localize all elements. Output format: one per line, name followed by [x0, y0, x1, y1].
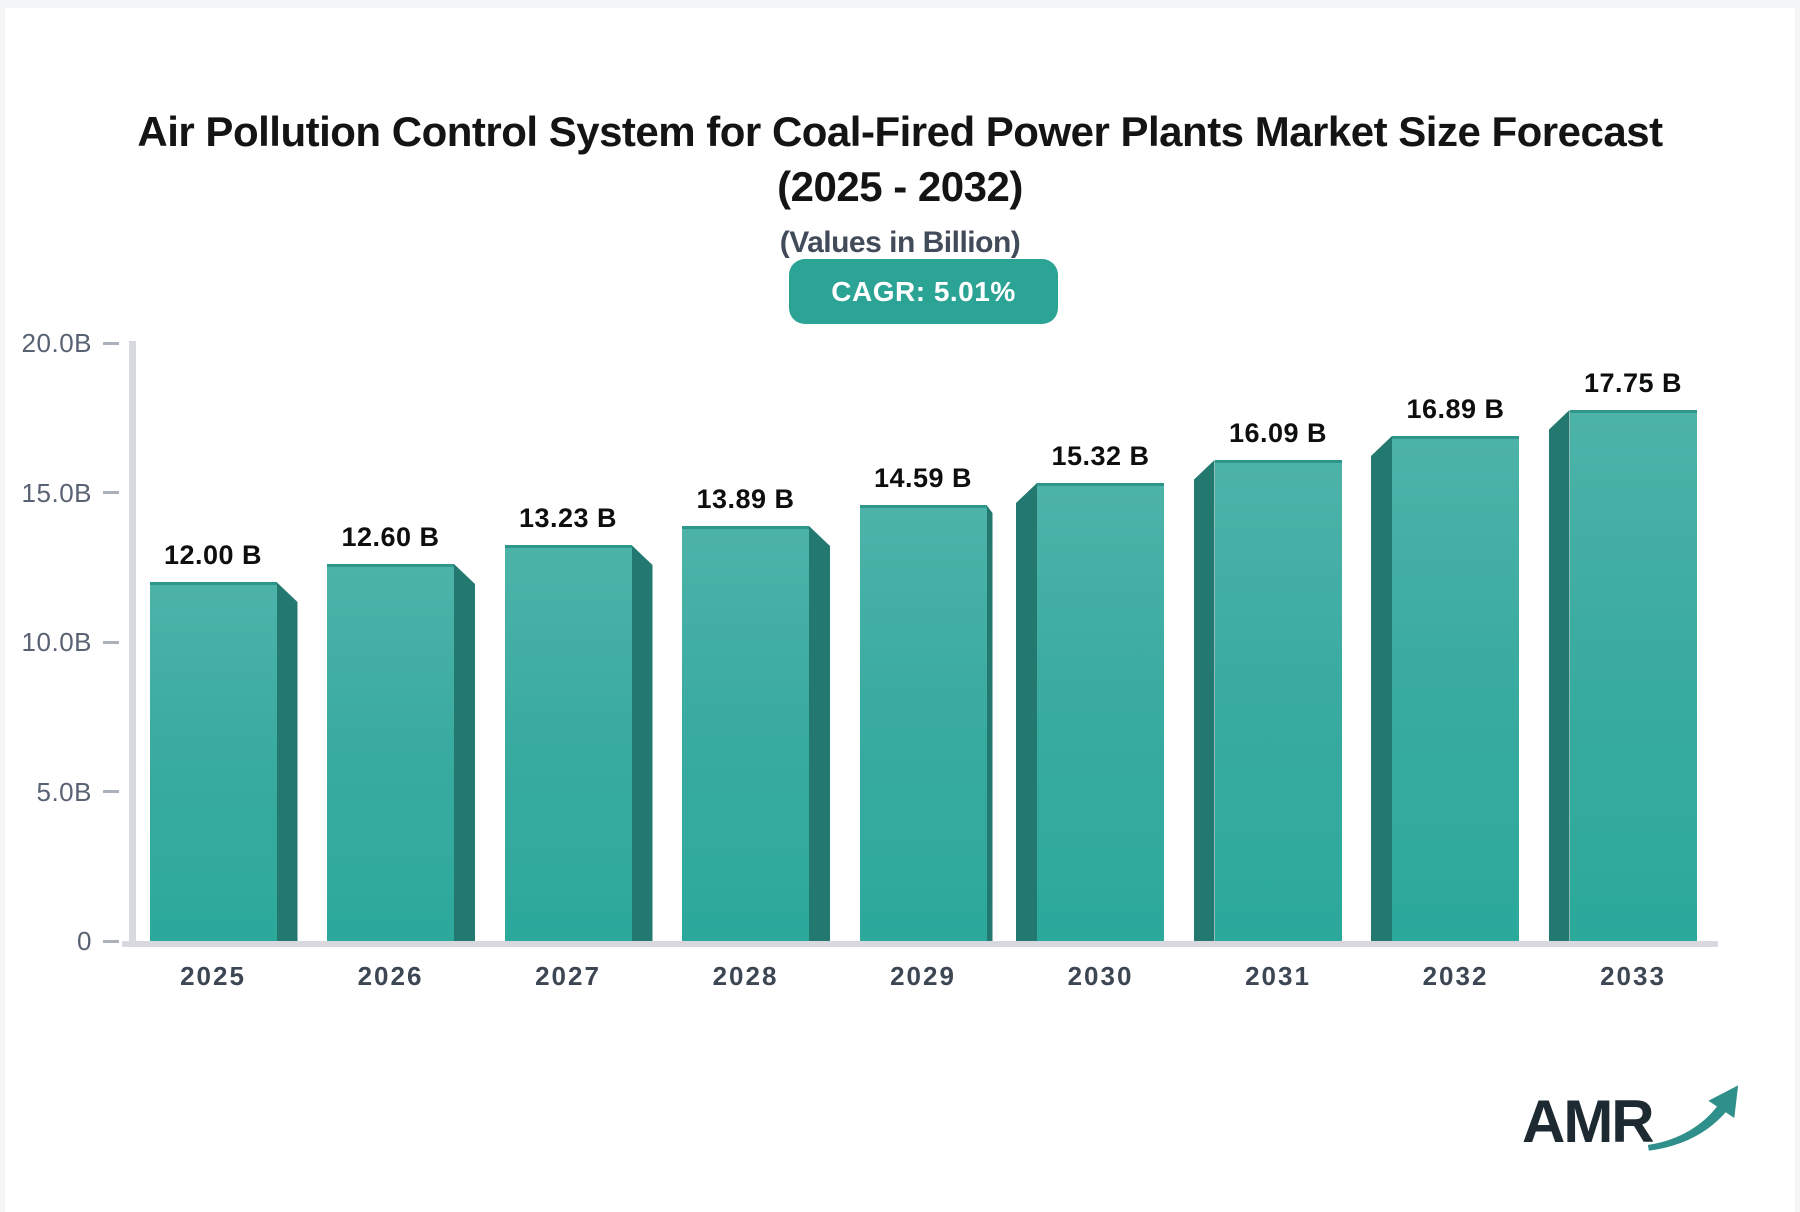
bar-side-2030: [1016, 483, 1037, 945]
bar-side-2027: [631, 545, 653, 945]
amr-logo-text: AMR: [1522, 1087, 1655, 1155]
y-tick-mark: [103, 790, 119, 793]
x-axis-label-2031: 2031: [1245, 961, 1311, 991]
bar-2029[interactable]: [859, 505, 987, 945]
bar-2026[interactable]: [327, 564, 454, 945]
bar-value-label-2025: 12.00 B: [163, 540, 263, 570]
x-axis-label-2029: 2029: [890, 961, 956, 991]
bar-2030[interactable]: [1037, 483, 1164, 945]
x-axis-label-2026: 2026: [357, 961, 424, 991]
bar-value-label-2031: 16.09 B: [1228, 418, 1328, 448]
y-tick-mark: [103, 491, 119, 494]
y-tick-label-20.0B: 20.0B: [21, 328, 92, 358]
bar-2027[interactable]: [504, 545, 632, 945]
bar-side-2029: [986, 505, 993, 945]
bar-value-label-2032: 16.89 B: [1406, 394, 1505, 424]
bar-side-2028: [809, 526, 830, 945]
growth-arrow-icon: [1647, 1085, 1738, 1151]
y-tick-label-10.0B: 10.0B: [21, 627, 92, 657]
bar-side-2033: [1548, 410, 1570, 945]
x-axis-label-2027: 2027: [535, 961, 601, 991]
y-tick-label-0: 0: [77, 926, 92, 956]
y-tick-label-5.0B: 5.0B: [36, 776, 92, 807]
bar-value-label-2033: 17.75 B: [1583, 368, 1683, 398]
bar-side-2026: [454, 564, 475, 945]
title-line-1: Air Pollution Control System for Coal-Fi…: [137, 108, 1663, 155]
y-axis-line: [129, 341, 136, 947]
bar-value-label-2026: 12.60 B: [341, 522, 440, 552]
bar-value-label-2030: 15.32 B: [1051, 441, 1150, 471]
bar-2033[interactable]: [1569, 410, 1697, 945]
page-title: Air Pollution Control System for Coal-Fi…: [0, 104, 1800, 214]
y-tick-mark: [103, 640, 119, 644]
bar-2025[interactable]: [149, 582, 277, 945]
x-axis-label-2025: 2025: [180, 961, 246, 991]
x-axis-label-2033: 2033: [1600, 961, 1666, 991]
y-tick-label-15.0B: 15.0B: [21, 477, 92, 508]
x-axis-label-2028: 2028: [712, 961, 779, 991]
title-line-2: (2025 - 2032): [777, 163, 1023, 210]
bar-value-label-2027: 13.23 B: [518, 503, 618, 533]
bar-value-label-2029: 14.59 B: [873, 463, 973, 493]
y-tick-mark: [103, 341, 119, 345]
amr-logo: AMR: [1522, 1084, 1741, 1158]
bar-2031[interactable]: [1214, 460, 1342, 945]
bar-value-label-2028: 13.89 B: [696, 484, 795, 514]
bar-2028[interactable]: [682, 526, 809, 945]
y-tick-mark: [103, 939, 119, 943]
cagr-badge: CAGR: 5.01%: [789, 259, 1058, 324]
bar-side-2025: [276, 582, 298, 945]
bar-2032[interactable]: [1392, 436, 1519, 945]
bar-side-2032: [1371, 436, 1392, 945]
x-axis-baseline: [122, 941, 1718, 947]
x-axis-label-2032: 2032: [1422, 961, 1489, 991]
bar-side-2031: [1193, 460, 1215, 945]
x-axis-label-2030: 2030: [1067, 961, 1134, 991]
chart-subtitle: (Values in Billion): [779, 226, 1021, 259]
